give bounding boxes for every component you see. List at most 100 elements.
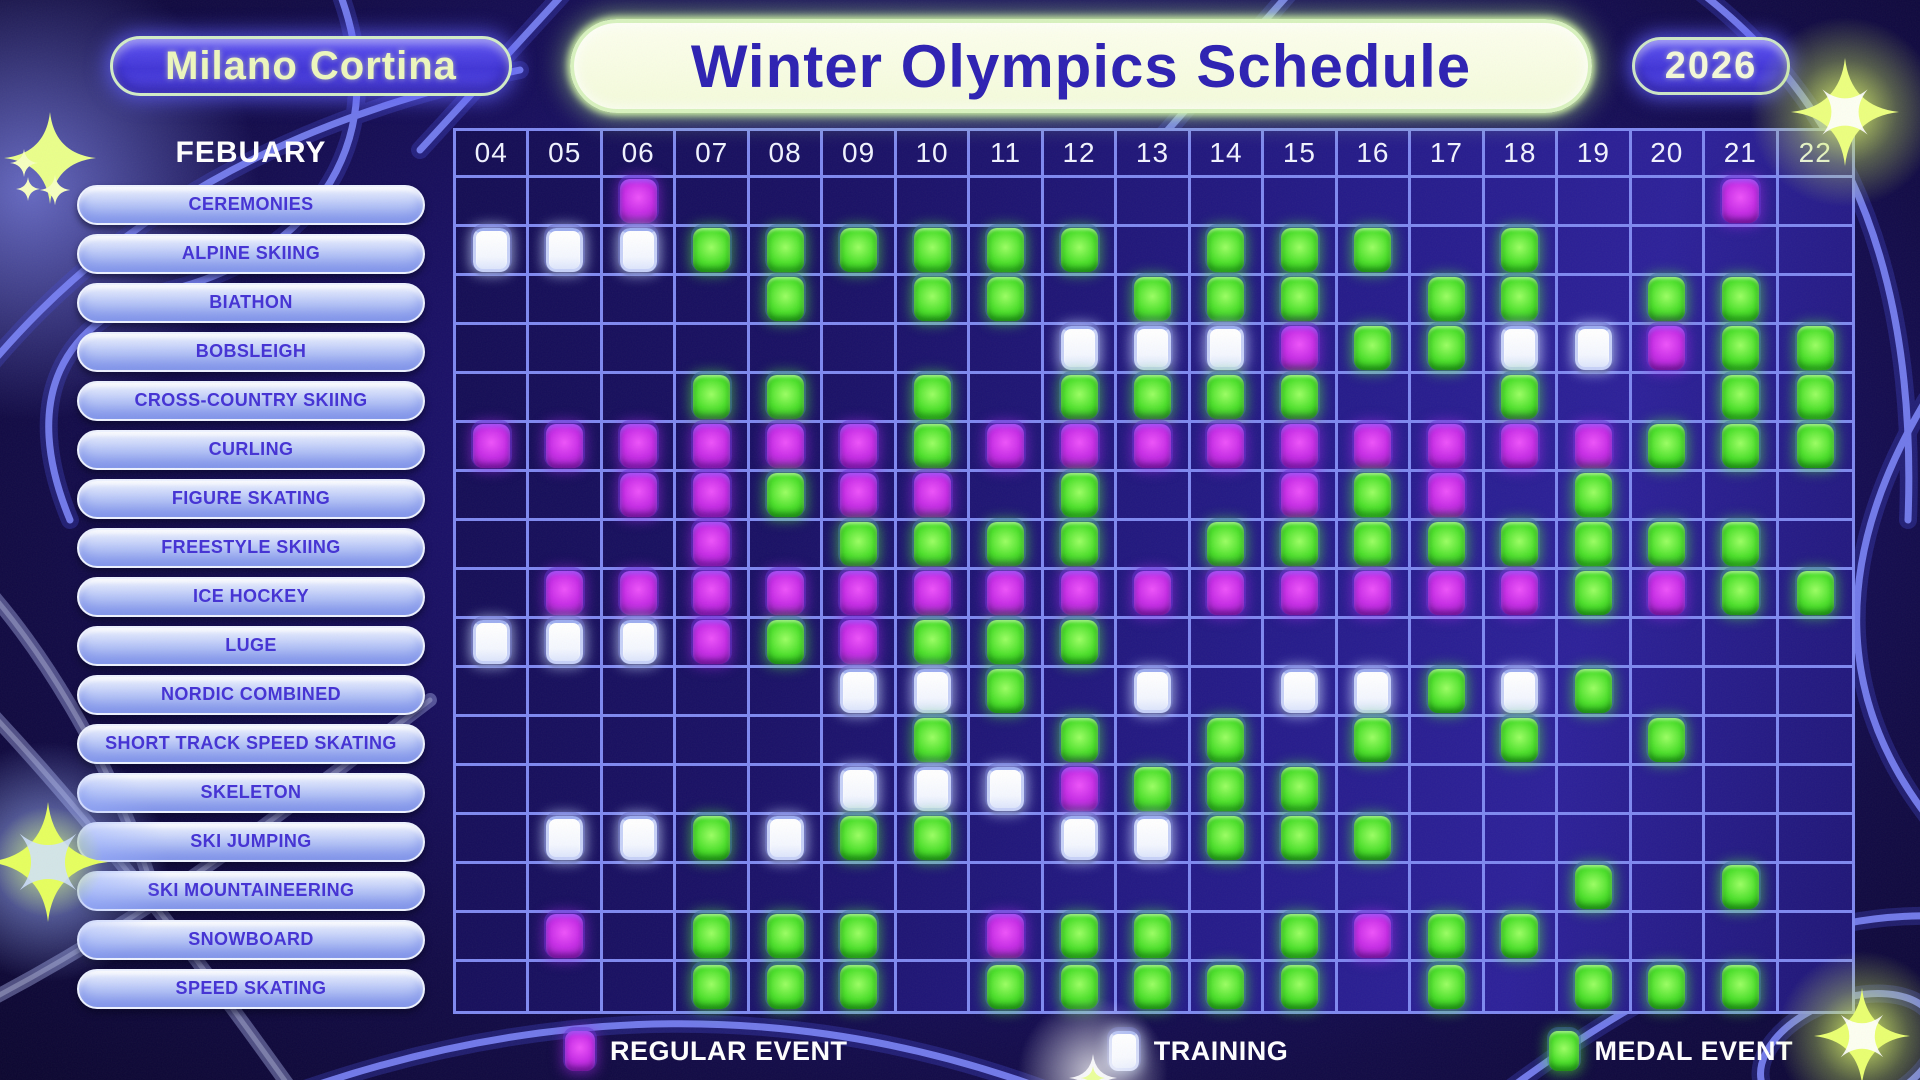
schedule-cell-skeleton-14: [1190, 766, 1265, 815]
schedule-cell-snowboard-21: [1705, 913, 1779, 962]
schedule-cell-cross-country-skiing-19: [1558, 374, 1632, 423]
sport-slot: BIATHON: [77, 278, 425, 327]
regular-event-marker: [840, 473, 878, 517]
schedule-cell-biathon-04: [456, 276, 530, 325]
sport-slot: FIGURE SKATING: [77, 474, 425, 523]
medal-event-marker: [1427, 669, 1465, 713]
schedule-cell-alpine-skiing-06: [602, 227, 677, 276]
medal-event-marker: [1354, 522, 1392, 566]
training-marker: [913, 669, 951, 713]
schedule-cell-ski-mountaineering-07: [676, 864, 750, 913]
training-marker: [1280, 669, 1318, 713]
schedule-cell-speed-skating-07: [676, 962, 750, 1011]
regular-event-marker: [1354, 571, 1392, 615]
sport-slot: BOBSLEIGH: [77, 327, 425, 376]
schedule-cell-speed-skating-11: [970, 962, 1044, 1011]
schedule-cell-figure-skating-09: [823, 472, 897, 521]
schedule-cell-curling-16: [1337, 423, 1412, 472]
regular-event-marker: [546, 914, 584, 958]
medal-event-marker: [1501, 375, 1539, 419]
medal-event-marker: [1280, 964, 1318, 1009]
schedule-cell-snowboard-11: [970, 913, 1044, 962]
regular-event-marker: [1427, 473, 1465, 517]
schedule-cell-skeleton-17: [1411, 766, 1485, 815]
schedule-cell-skeleton-15: [1264, 766, 1338, 815]
regular-event-marker: [1133, 424, 1171, 468]
schedule-cell-ice-hockey-13: [1117, 570, 1191, 619]
schedule-cell-snowboard-13: [1117, 913, 1191, 962]
regular-event-marker: [1280, 424, 1318, 468]
regular-event-marker: [913, 473, 951, 517]
medal-event-marker: [1133, 914, 1171, 958]
medal-event-marker: [840, 228, 878, 272]
medal-event-marker: [1280, 277, 1318, 321]
medal-event-marker: [1133, 964, 1171, 1009]
year-badge: 2026: [1632, 37, 1790, 95]
date-header-18: 18: [1484, 131, 1559, 178]
schedule-cell-bobsleigh-14: [1190, 325, 1265, 374]
schedule-cell-snowboard-05: [529, 913, 603, 962]
schedule-cell-speed-skating-18: [1485, 962, 1559, 1011]
schedule-cell-ice-hockey-07: [676, 570, 750, 619]
schedule-cell-cross-country-skiing-12: [1043, 374, 1118, 423]
schedule-cell-nordic-combined-12: [1043, 668, 1118, 717]
date-header-14: 14: [1190, 131, 1265, 178]
schedule-cell-ski-mountaineering-08: [749, 864, 824, 913]
schedule-cell-speed-skating-17: [1411, 962, 1485, 1011]
schedule-cell-alpine-skiing-13: [1117, 227, 1191, 276]
schedule-cell-speed-skating-06: [603, 962, 677, 1011]
date-header-11: 11: [970, 131, 1044, 178]
medal-event-marker: [1280, 228, 1318, 272]
schedule-cell-ceremonies-14: [1190, 178, 1265, 227]
date-header-06: 06: [602, 131, 677, 178]
schedule-cell-cross-country-skiing-08: [749, 374, 824, 423]
date-header-22: 22: [1778, 131, 1852, 178]
schedule-cell-biathon-08: [749, 276, 824, 325]
schedule-cell-ice-hockey-20: [1631, 570, 1706, 619]
medal-event-marker: [1721, 424, 1759, 468]
schedule-cell-ceremonies-17: [1411, 178, 1485, 227]
schedule-cell-speed-skating-09: [823, 962, 897, 1011]
medal-event-marker: [987, 620, 1025, 664]
medal-event-marker: [1501, 914, 1539, 958]
schedule-cell-ceremonies-16: [1337, 178, 1412, 227]
schedule-cell-bobsleigh-22: [1778, 325, 1852, 374]
medal-event-marker: [1501, 718, 1539, 762]
schedule-cell-snowboard-17: [1411, 913, 1485, 962]
legend-label: MEDAL EVENT: [1594, 1035, 1793, 1066]
schedule-cell-bobsleigh-16: [1337, 325, 1412, 374]
schedule-cell-alpine-skiing-15: [1264, 227, 1338, 276]
schedule-cell-figure-skating-13: [1117, 472, 1191, 521]
schedule-cell-freestyle-skiing-08: [749, 521, 824, 570]
regular-event-marker: [1060, 424, 1098, 468]
regular-event-marker: [913, 571, 951, 615]
schedule-cell-speed-skating-22: [1779, 962, 1852, 1011]
date-header-15: 15: [1264, 131, 1338, 178]
training-marker: [1574, 326, 1612, 370]
medal-event-marker: [1427, 326, 1465, 370]
medal-event-marker: [913, 718, 951, 762]
legend: REGULAR EVENT TRAINING MEDAL EVENT: [565, 1026, 1793, 1076]
schedule-cell-skeleton-18: [1484, 766, 1559, 815]
schedule-cell-cross-country-skiing-17: [1411, 374, 1485, 423]
medal-event-marker: [693, 816, 731, 860]
schedule-cell-curling-21: [1705, 423, 1779, 472]
schedule-cell-nordic-combined-22: [1778, 668, 1852, 717]
medal-event-marker: [1721, 964, 1759, 1009]
schedule-cell-ceremonies-07: [676, 178, 750, 227]
schedule-cell-short-track-speed-skating-05: [529, 717, 603, 766]
schedule-cell-ceremonies-09: [823, 178, 897, 227]
regular-event-marker: [619, 179, 657, 223]
schedule-cell-luge-08: [749, 619, 824, 668]
schedule-cell-cross-country-skiing-22: [1778, 374, 1852, 423]
schedule-cell-short-track-speed-skating-21: [1705, 717, 1779, 766]
schedule-cell-cross-country-skiing-10: [896, 374, 971, 423]
schedule-cell-alpine-skiing-05: [529, 227, 603, 276]
regular-event-marker: [1427, 571, 1465, 615]
sport-label-bobsleigh: BOBSLEIGH: [77, 331, 425, 372]
schedule-cell-ice-hockey-06: [602, 570, 677, 619]
schedule-cell-cross-country-skiing-14: [1190, 374, 1265, 423]
schedule-cell-ceremonies-05: [529, 178, 603, 227]
medal-event-marker: [1501, 228, 1539, 272]
regular-event-marker: [840, 571, 878, 615]
